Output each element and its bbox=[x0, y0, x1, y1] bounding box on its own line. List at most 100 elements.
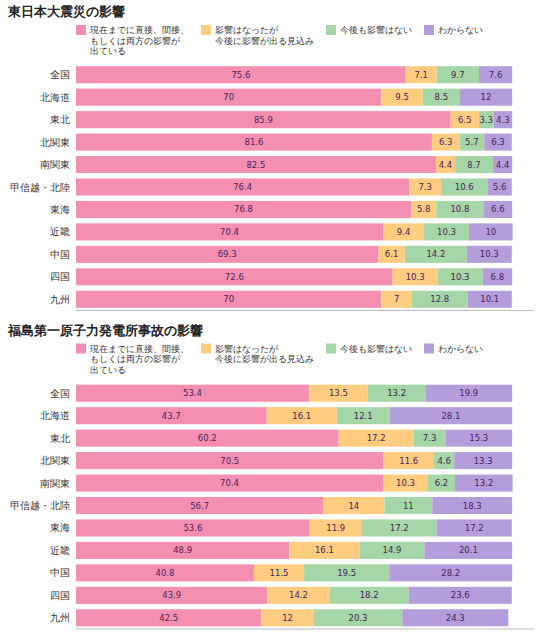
bar-segment bbox=[455, 475, 513, 492]
data-label: 5.7 bbox=[465, 137, 479, 147]
category-label: 全国 bbox=[50, 388, 70, 399]
data-label: 6.6 bbox=[491, 204, 505, 214]
data-label: 10.3 bbox=[451, 272, 470, 282]
bar-segment bbox=[304, 564, 389, 581]
y-axis: 全国北海道東北北関東南関東甲信越・北陸東海近畿中国四国九州 bbox=[10, 69, 70, 305]
bar-segment bbox=[329, 587, 408, 604]
bar-segment bbox=[76, 497, 323, 514]
category-label: 東海 bbox=[50, 522, 70, 533]
bar-segment bbox=[441, 178, 487, 195]
data-label: 56.7 bbox=[190, 501, 209, 511]
bar-segment bbox=[76, 89, 381, 106]
data-label: 69.3 bbox=[218, 249, 237, 259]
bar-segment bbox=[437, 519, 512, 536]
data-label: 75.6 bbox=[231, 70, 250, 80]
bar-segment bbox=[267, 587, 329, 604]
data-label: 17.2 bbox=[390, 523, 409, 533]
data-label: 14.9 bbox=[383, 545, 402, 555]
bar-segment bbox=[432, 497, 512, 514]
category-label: 近畿 bbox=[50, 545, 70, 556]
bar-segment bbox=[423, 89, 460, 106]
legend-item: わからない bbox=[424, 25, 483, 35]
bar-segment bbox=[360, 542, 425, 559]
bar-segment bbox=[267, 407, 337, 424]
bar-segment bbox=[436, 201, 483, 218]
bar-segment bbox=[409, 587, 512, 604]
data-label: 19.5 bbox=[337, 568, 356, 578]
data-labels: 75.67.19.77.6709.58.51285.96.53.34.381.6… bbox=[218, 70, 510, 305]
data-label: 48.9 bbox=[173, 545, 192, 555]
data-label: 6.5 bbox=[458, 115, 472, 125]
bar-segment bbox=[451, 111, 479, 128]
bar-segment bbox=[76, 111, 451, 128]
legend-item: 現在までに直接、間接、もしくは両方の影響が出ている bbox=[76, 25, 189, 56]
data-label: 4.3 bbox=[496, 115, 510, 125]
bar-segment bbox=[384, 497, 432, 514]
data-label: 11 bbox=[403, 501, 414, 511]
bar-segment bbox=[483, 268, 513, 285]
bar-segment bbox=[76, 475, 383, 492]
data-label: 82.5 bbox=[246, 160, 265, 170]
category-label: 九州 bbox=[50, 612, 70, 623]
bar-segment bbox=[389, 564, 512, 581]
category-label: 東海 bbox=[50, 204, 70, 215]
data-label: 10.1 bbox=[480, 294, 499, 304]
data-label: 7.3 bbox=[423, 433, 437, 443]
data-label: 43.7 bbox=[162, 411, 181, 421]
data-label: 7.6 bbox=[489, 70, 503, 80]
data-label: 11.5 bbox=[270, 568, 289, 578]
data-label: 70.5 bbox=[220, 456, 239, 466]
data-label: 40.8 bbox=[156, 568, 175, 578]
x-axis-line bbox=[76, 310, 534, 311]
data-label: 8.5 bbox=[435, 92, 449, 102]
bar-segment bbox=[76, 268, 393, 285]
legend-swatch bbox=[76, 344, 86, 354]
data-label: 43.9 bbox=[162, 590, 181, 600]
bar-segment bbox=[76, 66, 406, 83]
legend-swatch bbox=[326, 25, 336, 35]
bar-segment bbox=[337, 407, 390, 424]
bar-segment bbox=[76, 246, 378, 263]
category-label: 南関東 bbox=[40, 159, 70, 170]
bar-segment bbox=[414, 430, 446, 447]
legend-item: わからない bbox=[424, 344, 483, 354]
data-label: 9.5 bbox=[395, 92, 409, 102]
legend-label: 影響はなったが今後に影響が出る見込み bbox=[215, 344, 314, 365]
data-label: 6.2 bbox=[435, 478, 449, 488]
bar-segment bbox=[76, 452, 384, 469]
data-label: 76.8 bbox=[234, 204, 253, 214]
bar-segment bbox=[406, 66, 437, 83]
bar-segment bbox=[425, 542, 513, 559]
data-label: 5.6 bbox=[493, 182, 507, 192]
bar-segment bbox=[76, 385, 309, 402]
category-label: 九州 bbox=[50, 294, 70, 305]
bar-segment bbox=[445, 430, 512, 447]
data-label: 12.1 bbox=[354, 411, 373, 421]
category-label: 北海道 bbox=[40, 410, 70, 421]
data-label: 12 bbox=[481, 92, 492, 102]
bar-segment bbox=[393, 268, 438, 285]
bar-segment bbox=[261, 609, 313, 626]
data-label: 18.2 bbox=[360, 590, 379, 600]
bar-segment bbox=[487, 178, 511, 195]
data-label: 10.3 bbox=[437, 227, 456, 237]
category-label: 中国 bbox=[50, 567, 70, 578]
category-label: 東北 bbox=[50, 114, 70, 125]
bar-segment bbox=[76, 430, 339, 447]
bar-segment bbox=[383, 223, 424, 240]
data-label: 8.7 bbox=[467, 160, 481, 170]
data-label: 14.2 bbox=[289, 590, 308, 600]
data-label: 6.1 bbox=[385, 249, 399, 259]
bar-segment bbox=[76, 609, 261, 626]
data-label: 16.1 bbox=[292, 411, 311, 421]
data-label: 12 bbox=[282, 613, 293, 623]
data-label: 5.8 bbox=[417, 204, 431, 214]
bar-segment bbox=[455, 156, 493, 173]
bar-segment bbox=[76, 587, 267, 604]
legend-item: 影響はなったが今後に影響が出る見込み bbox=[201, 25, 314, 46]
bar-segment bbox=[479, 111, 493, 128]
category-label: 南関東 bbox=[40, 478, 70, 489]
bar-segment bbox=[339, 430, 414, 447]
bar-segment bbox=[310, 519, 362, 536]
data-label: 70 bbox=[223, 92, 234, 102]
